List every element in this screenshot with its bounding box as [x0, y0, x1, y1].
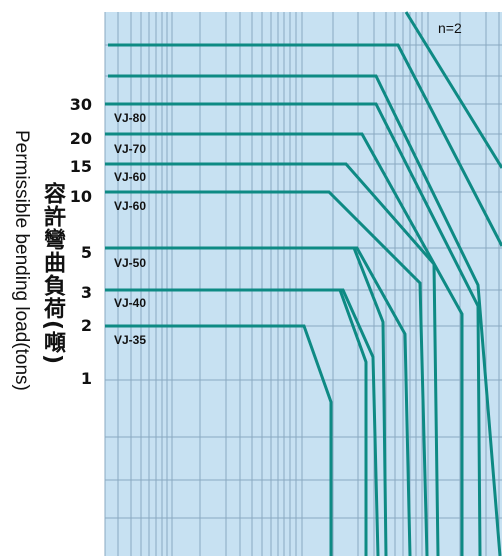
y-tick-label: 1: [80, 369, 92, 388]
series-label-vj40: VJ-40: [114, 296, 147, 310]
series-lines: [105, 11, 502, 556]
y-axis-label-chinese: 容許彎曲負荷(噸): [40, 182, 65, 366]
series-line-vj70: [105, 132, 464, 556]
series-label-vj50: VJ-50: [114, 256, 147, 270]
series-label-vj60-15t: VJ-60: [114, 170, 147, 184]
series-line-vj60-15t: [105, 162, 440, 556]
series-label-vj60-10t: VJ-60: [114, 199, 147, 213]
y-tick-label: 2: [80, 316, 92, 335]
vertical-gridlines: [104, 12, 500, 556]
y-tick-label: 30: [69, 95, 92, 114]
y-tick-label: 3: [80, 283, 92, 302]
series-label-vj35: VJ-35: [114, 333, 147, 347]
series-label-vj80: VJ-80: [114, 111, 147, 125]
series-line-top3: [404, 11, 502, 169]
series-line-vj35: [105, 324, 333, 556]
series-line-vj40: [105, 288, 368, 556]
series-line-vj40b: [105, 288, 380, 556]
y-tick-label: 20: [69, 129, 92, 148]
y-axis-label: Permissible bending load(tons): [11, 130, 32, 391]
y-tick-label: 5: [80, 243, 92, 262]
series-line-top2: [108, 43, 502, 247]
series-line-vj80: [105, 102, 482, 556]
y-tick-label: 15: [69, 157, 92, 176]
series-line-vj60-10t: [105, 190, 429, 556]
annotation-n2: n=2: [438, 20, 462, 36]
y-tick-label: 10: [69, 187, 92, 206]
series-line-vj50b: [105, 246, 412, 556]
series-line-top1: [108, 74, 502, 556]
series-label-vj70: VJ-70: [114, 142, 147, 156]
